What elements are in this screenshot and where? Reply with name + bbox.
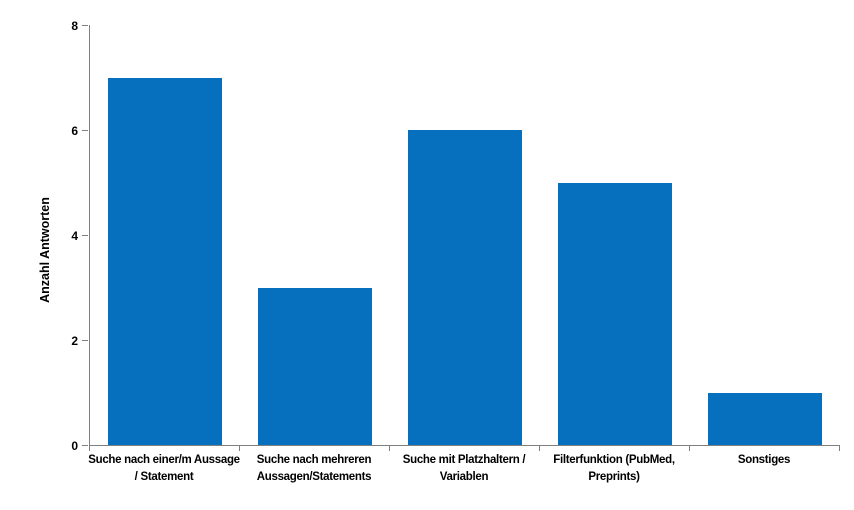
y-tick-label: 8 [71, 19, 78, 33]
y-tick-mark [82, 25, 88, 26]
y-tick-label: 2 [71, 334, 78, 348]
y-tick-label: 0 [71, 439, 78, 453]
x-tick-mark [239, 446, 240, 451]
x-tick-mark [389, 446, 390, 451]
y-tick-mark [82, 235, 88, 236]
x-tick-mark [89, 446, 90, 451]
y-tick-label: 4 [71, 229, 78, 243]
plot-area [89, 25, 840, 446]
y-tick-mark [82, 340, 88, 341]
y-tick-mark [82, 445, 88, 446]
x-category-label-1: Suche nach einer/m Aussage / Statement [88, 454, 240, 483]
x-tick-mark [539, 446, 540, 451]
bar-5 [708, 392, 822, 445]
x-tick-mark [689, 446, 690, 451]
y-tick-label: 6 [71, 124, 78, 138]
bar-1 [108, 77, 222, 445]
bar-2 [258, 287, 372, 445]
x-category-label-2: Suche nach mehreren Aussagen/Statements [256, 454, 372, 483]
x-category-label-4: Filterfunktion (PubMed, Preprints) [553, 454, 675, 483]
y-tick-mark [82, 130, 88, 131]
bar-4 [558, 182, 672, 445]
x-tick-mark [839, 446, 840, 451]
x-category-label-3: Suche mit Platzhaltern / Variablen [402, 454, 526, 483]
x-category-label-5: Sonstiges [737, 454, 791, 466]
bar-3 [408, 130, 522, 445]
y-axis-title: Anzahl Antworten [38, 197, 52, 303]
